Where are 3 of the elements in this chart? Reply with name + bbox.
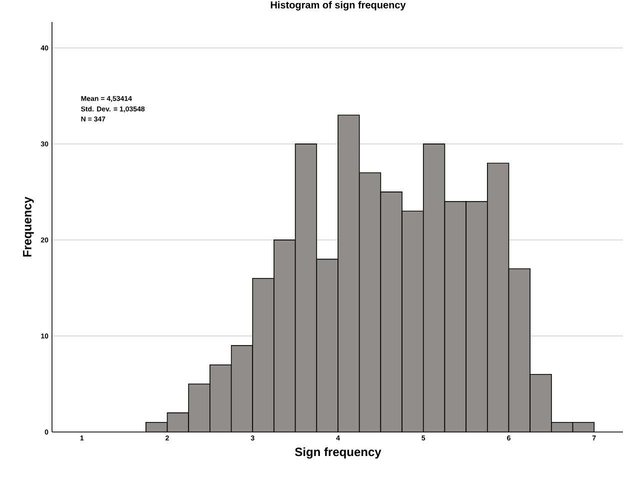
- x-axis-title: Sign frequency: [295, 447, 382, 459]
- chart-title: Histogram of sign frequency: [270, 1, 406, 10]
- y-axis-title: Frequency: [23, 196, 34, 257]
